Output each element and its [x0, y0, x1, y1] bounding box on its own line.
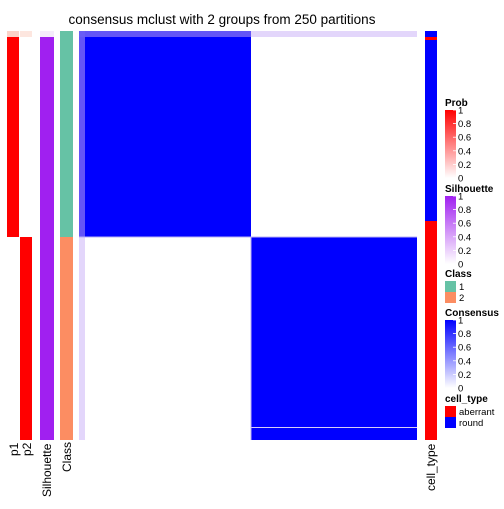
cell-type-cell-1	[425, 31, 437, 37]
legend-silhouette: Silhouette 1 0.8 0.6 0.4 0.2 0	[445, 184, 494, 271]
legend-consensus-tick-label: 1	[458, 316, 463, 327]
legend-consensus-colorbar	[445, 320, 456, 388]
legend-consensus: Consensus 1 0.8 0.6 0.4 0.2 0	[445, 308, 499, 395]
consensus-block-group2	[251, 237, 417, 440]
legend-class-1-swatch	[445, 281, 456, 292]
legend-prob-tick-label: 0.2	[458, 160, 471, 171]
legend-cell-type-title: cell_type	[445, 394, 488, 405]
legend-class: Class 1 2	[445, 269, 472, 304]
annotation-cell-type	[425, 31, 437, 440]
label-p1: p1	[7, 442, 21, 456]
cell-type-aberrant-cells	[425, 221, 437, 440]
cell-type-round-cells	[425, 40, 437, 221]
top-row-group2-part	[251, 31, 417, 37]
p1-group1-cells	[7, 37, 19, 237]
label-cell-type: cell_type	[424, 443, 438, 491]
legend-prob-tick-label: 1	[458, 106, 463, 117]
legend-prob-tick-label: 0.6	[458, 133, 471, 144]
p2-group1-cells	[20, 37, 32, 237]
legend-silhouette-tick-label: 0.2	[458, 246, 471, 257]
legend-prob-colorbar	[445, 110, 456, 178]
legend-aberrant-label: aberrant	[459, 407, 495, 418]
consensus-matrix	[79, 31, 417, 440]
legends: Prob 1 0.8 0.6 0.4 0.2 0 Silhouette 1 0.8 0.6 0.…	[445, 98, 499, 429]
p2-group2-cells	[20, 237, 32, 440]
legend-consensus-tick-label: 0.6	[458, 343, 471, 354]
legend-class-1-label: 1	[459, 282, 464, 293]
legend-prob-ticks: 1 0.8 0.6 0.4 0.2 0	[453, 106, 471, 185]
label-p2: p2	[20, 442, 34, 456]
silhouette-cells	[40, 37, 54, 440]
legend-round-label: round	[459, 418, 483, 429]
legend-prob-tick-label: 0	[458, 174, 463, 185]
legend-silhouette-tick-label: 0.6	[458, 219, 471, 230]
legend-silhouette-tick-label: 0	[458, 260, 463, 271]
legend-consensus-tick-label: 0.2	[458, 370, 471, 381]
consensus-block-group1	[85, 37, 251, 237]
legend-prob-title: Prob	[445, 98, 468, 109]
block1-edge-top	[79, 31, 251, 37]
legend-silhouette-title: Silhouette	[445, 184, 494, 195]
class-1-cells	[60, 31, 73, 237]
annotation-p1	[7, 31, 19, 440]
label-silhouette: Silhouette	[40, 443, 54, 497]
annotation-silhouette	[40, 31, 54, 440]
block1-edge-left	[79, 37, 85, 237]
left-column-group2-part	[79, 237, 85, 440]
legend-consensus-title: Consensus	[445, 308, 499, 319]
class-2-cells	[60, 237, 73, 440]
legend-silhouette-ticks: 1 0.8 0.6 0.4 0.2 0	[453, 192, 471, 271]
annotation-class	[60, 31, 73, 440]
legend-cell-type: cell_type aberrant round	[445, 394, 495, 429]
p1-cell-top	[7, 31, 19, 37]
matrix-corner-cell	[79, 31, 85, 37]
annotation-p2	[20, 31, 32, 440]
legend-consensus-tick-label: 0.4	[458, 356, 471, 367]
legend-silhouette-tick-label: 0.4	[458, 232, 471, 243]
legend-prob: Prob 1 0.8 0.6 0.4 0.2 0	[445, 98, 471, 185]
legend-round-swatch	[445, 417, 456, 428]
legend-consensus-tick-label: 0.8	[458, 329, 471, 340]
silhouette-cell-top	[40, 31, 54, 37]
legend-consensus-tick-label: 0	[458, 384, 463, 395]
legend-prob-tick-label: 0.4	[458, 146, 471, 157]
legend-silhouette-tick-label: 1	[458, 192, 463, 203]
cell-type-cell-2	[425, 37, 437, 40]
legend-silhouette-tick-label: 0.8	[458, 205, 471, 216]
legend-prob-tick-label: 0.8	[458, 119, 471, 130]
p2-cell-top	[20, 31, 32, 37]
legend-class-2-label: 2	[459, 293, 464, 304]
label-class: Class	[60, 442, 74, 472]
legend-class-2-swatch	[445, 292, 456, 303]
legend-silhouette-colorbar	[445, 196, 456, 264]
legend-consensus-ticks: 1 0.8 0.6 0.4 0.2 0	[453, 316, 471, 395]
legend-class-title: Class	[445, 269, 472, 280]
p1-group2-cells	[7, 237, 19, 440]
legend-aberrant-swatch	[445, 406, 456, 417]
chart-title: consensus mclust with 2 groups from 250 …	[69, 12, 376, 27]
